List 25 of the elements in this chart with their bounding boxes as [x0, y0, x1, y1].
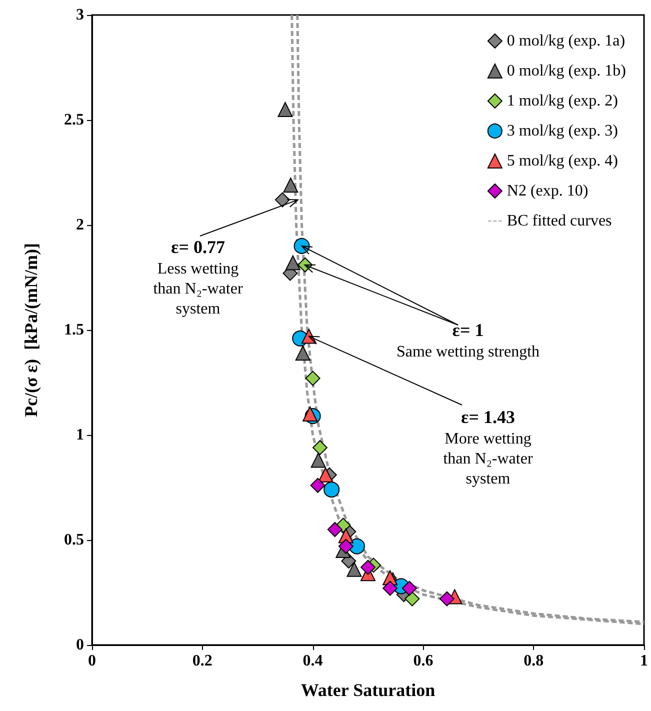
y-tick-label: 2	[76, 216, 84, 234]
legend-label: 0 mol/kg (exp. 1a)	[506, 32, 626, 50]
x-tick-label: 0.6	[413, 652, 434, 670]
y-tick-label: 0	[76, 636, 84, 654]
y-axis-title: Pc/(σ ε) [kPa/(mN/m)]	[21, 243, 41, 417]
legend-label: 5 mol/kg (exp. 4)	[506, 152, 618, 170]
x-tick-label: 1	[640, 652, 648, 670]
x-axis-title: Water Saturation	[300, 680, 436, 700]
x-tick-label: 0.8	[524, 652, 544, 670]
x-tick-label: 0.4	[302, 652, 323, 670]
legend-label: 1 mol/kg (exp. 2)	[506, 92, 618, 110]
y-tick-label: 1	[76, 426, 84, 444]
annotation: ε= 0.77 Less wetting than N₂-water system	[153, 237, 244, 318]
y-tick-label: 2.5	[64, 112, 84, 128]
y-tick-label: 3	[76, 6, 84, 24]
y-tick-label: 0.5	[64, 532, 84, 548]
annotation: ε= 1 Same wetting strength	[396, 320, 540, 360]
legend-label: 0 mol/kg (exp. 1b)	[506, 62, 626, 80]
x-tick-label: 0	[88, 652, 96, 670]
y-tick-label: 1.5	[64, 322, 84, 338]
x-tick-label: 0.2	[192, 652, 212, 670]
legend-label: 3 mol/kg (exp. 3)	[506, 122, 618, 140]
legend-label: N2 (exp. 10)	[506, 182, 588, 200]
legend-label: BC fitted curves	[506, 212, 612, 230]
annotation: ε= 1.43 More wetting than N₂-water system	[443, 407, 534, 488]
